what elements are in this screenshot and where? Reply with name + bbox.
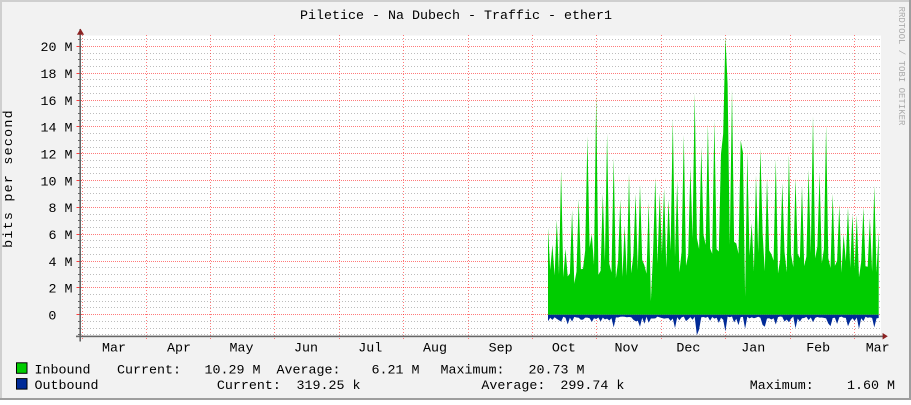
svg-text:bits per second: bits per second — [2, 109, 17, 248]
svg-text:8 M: 8 M — [49, 202, 73, 217]
svg-text:Mar: Mar — [866, 341, 890, 356]
svg-text:10 M: 10 M — [41, 175, 73, 190]
svg-text:14 M: 14 M — [41, 122, 73, 137]
svg-text:6 M: 6 M — [49, 229, 73, 244]
svg-text:Jun: Jun — [294, 341, 318, 356]
svg-text:Mar: Mar — [102, 341, 126, 356]
svg-text:Jul: Jul — [358, 341, 382, 356]
svg-text:0: 0 — [48, 310, 56, 325]
svg-text:Average:: Average: — [277, 363, 341, 378]
svg-text:319.25 k: 319.25 k — [297, 379, 361, 394]
svg-text:Inbound: Inbound — [35, 363, 91, 378]
svg-text:Current:: Current: — [217, 379, 281, 394]
svg-text:May: May — [230, 341, 254, 356]
svg-text:Piletice - Na Dubech - Traffic: Piletice - Na Dubech - Traffic - ether1 — [300, 9, 612, 24]
svg-text:RRDTOOL / TOBI OETIKER: RRDTOOL / TOBI OETIKER — [896, 7, 906, 126]
svg-text:299.74 k: 299.74 k — [560, 379, 624, 394]
svg-text:Sep: Sep — [489, 341, 513, 356]
svg-text:6.21 M: 6.21 M — [372, 363, 420, 378]
svg-text:Current:: Current: — [117, 363, 181, 378]
svg-text:Outbound: Outbound — [35, 379, 99, 394]
svg-text:Nov: Nov — [615, 341, 639, 356]
svg-text:10.29 M: 10.29 M — [205, 363, 261, 378]
svg-text:Feb: Feb — [806, 341, 830, 356]
svg-text:Maximum:: Maximum: — [750, 379, 814, 394]
svg-text:Aug: Aug — [423, 341, 447, 356]
svg-text:18 M: 18 M — [41, 68, 73, 83]
svg-text:Apr: Apr — [167, 341, 191, 356]
svg-text:Oct: Oct — [552, 341, 576, 356]
svg-text:12 M: 12 M — [41, 149, 73, 164]
svg-text:20 M: 20 M — [41, 41, 73, 56]
svg-text:20.73 M: 20.73 M — [529, 363, 585, 378]
svg-text:4 M: 4 M — [49, 256, 73, 271]
svg-text:1.60 M: 1.60 M — [847, 379, 895, 394]
svg-text:16 M: 16 M — [41, 95, 73, 110]
svg-text:Jan: Jan — [741, 341, 765, 356]
svg-text:Maximum:: Maximum: — [441, 363, 505, 378]
svg-text:Average:: Average: — [481, 379, 545, 394]
svg-text:Dec: Dec — [676, 341, 700, 356]
svg-text:2 M: 2 M — [49, 283, 73, 298]
